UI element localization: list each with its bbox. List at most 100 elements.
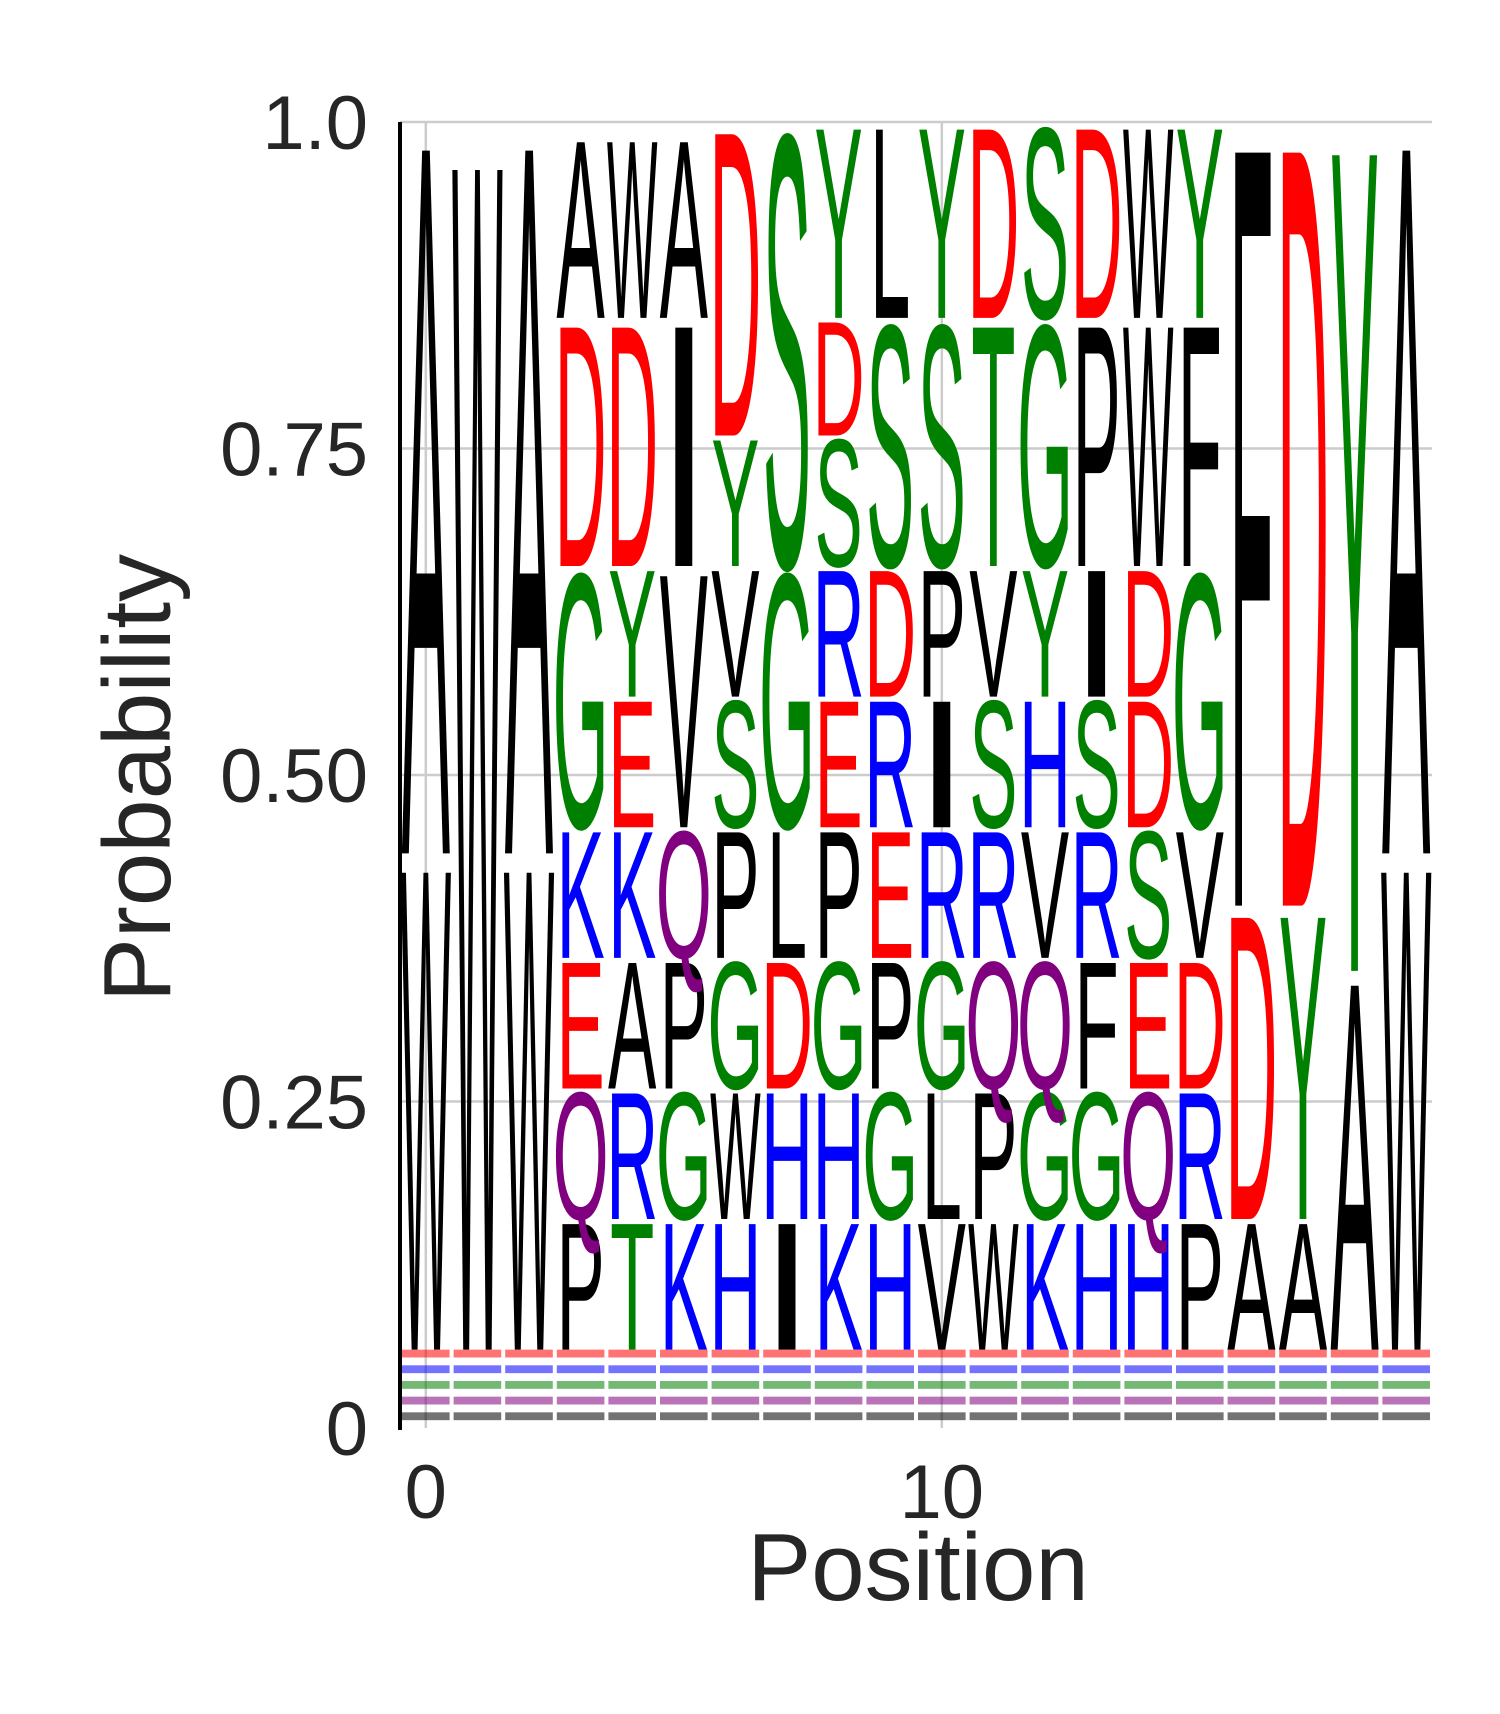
logo-fringe-mark	[1176, 1396, 1224, 1405]
logo-letter: P	[866, 924, 914, 1128]
logo-letter: P	[711, 793, 759, 997]
logo-fringe-mark	[1072, 1365, 1121, 1374]
logo-fringe-mark	[1124, 1365, 1172, 1374]
logo-letter: K	[608, 793, 656, 997]
logo-fringe-mark	[763, 1349, 811, 1358]
logo-letter: D	[813, 287, 865, 471]
logo-fringe-mark	[918, 1412, 966, 1421]
logo-fringe-mark	[1124, 1396, 1172, 1405]
logo-letter: R	[1071, 793, 1123, 997]
logo-fringe-mark	[453, 1396, 502, 1405]
logo-letter: V	[1021, 793, 1069, 997]
logo-letter: W	[452, 0, 503, 1714]
logo-letter: D	[555, 253, 607, 641]
logo-fringe-mark	[866, 1412, 914, 1421]
logo-letter: T	[971, 253, 1015, 641]
logo-letter: R	[864, 663, 916, 867]
logo-letter: S	[918, 253, 966, 641]
logo-fringe-mark	[814, 1412, 863, 1421]
logo-fringe-mark	[660, 1412, 708, 1421]
logo-letter: F	[1229, 0, 1273, 1138]
logo-fringe-mark	[1382, 1349, 1430, 1358]
logo-stacks: WA W WAPQEKGDATRAKEYDWKGPQVIAHWGPSVYDIHDLG…	[401, 0, 1432, 1714]
logo-fringe-mark	[1124, 1349, 1172, 1358]
logo-letter: S	[1021, 72, 1069, 377]
logo-letter: P	[660, 924, 708, 1128]
y-tick-label: 0	[326, 1387, 368, 1472]
logo-letter: E	[866, 793, 914, 997]
logo-fringe-mark	[1072, 1380, 1121, 1389]
logo-fringe-mark	[1021, 1349, 1069, 1358]
logo-letter: Q	[656, 793, 712, 997]
logo-fringe-mark	[608, 1365, 656, 1374]
logo-fringe-mark	[453, 1412, 502, 1421]
logo-fringe-mark	[608, 1349, 656, 1358]
logo-fringe-mark	[814, 1380, 863, 1389]
logo-fringe-mark	[1279, 1412, 1327, 1421]
logo-letter: H	[1019, 663, 1071, 867]
logo-fringe-mark	[1279, 1380, 1327, 1389]
logo-fringe-mark	[1021, 1380, 1069, 1389]
logo-fringe-mark	[969, 1412, 1018, 1421]
logo-letter: Y	[711, 402, 759, 606]
logo-letter: F	[1178, 253, 1222, 641]
logo-letter: R	[916, 793, 968, 997]
logo-letter: G	[811, 924, 867, 1128]
logo-letter: D	[1071, 72, 1123, 377]
logo-fringe-mark	[1176, 1380, 1224, 1389]
x-tick-label: 10	[900, 1450, 985, 1535]
logo-letter: I	[917, 662, 968, 866]
logo-letter: S	[1124, 793, 1172, 997]
logo-letter: S	[763, 4, 811, 698]
y-tick-label: 1.0	[262, 81, 368, 166]
logo-fringe-mark	[402, 1380, 450, 1389]
logo-fringe-mark	[1330, 1396, 1379, 1405]
logo-fringe-mark	[814, 1365, 863, 1374]
logo-letter: P	[1073, 253, 1121, 641]
logo-letter: D	[967, 72, 1019, 377]
logo-fringe-mark	[660, 1349, 708, 1358]
logo-letter: P	[815, 793, 863, 997]
logo-fringe-mark	[1382, 1365, 1430, 1374]
logo-letter: R	[606, 1055, 658, 1259]
y-axis-title: Probability	[84, 554, 191, 1002]
logo-letter: R	[1174, 1055, 1226, 1259]
logo-letter: D	[761, 924, 813, 1128]
logo-fringe-mark	[969, 1365, 1018, 1374]
logo-fringe-mark	[866, 1365, 914, 1374]
logo-fringe-mark	[608, 1412, 656, 1421]
logo-letter: D	[606, 253, 658, 641]
logo-fringe-mark	[1072, 1396, 1121, 1405]
logo-fringe-mark	[814, 1396, 863, 1405]
logo-fringe-mark	[402, 1412, 450, 1421]
logo-fringe-mark	[918, 1396, 966, 1405]
logo-fringe-mark	[1227, 1396, 1276, 1405]
logo-letter: H	[761, 1055, 813, 1259]
logo-fringe-mark	[1279, 1396, 1327, 1405]
logo-fringe-mark	[763, 1365, 811, 1374]
y-tick-label: 0.75	[220, 408, 368, 493]
logo-letter: Q	[553, 1055, 609, 1259]
logo-letter: I	[659, 252, 710, 640]
logo-letter: G	[707, 924, 763, 1128]
logo-letter: D	[1225, 824, 1277, 1312]
logo-fringe-mark	[505, 1349, 553, 1358]
axes: 0 0.25 0.50 0.75 1.0 0 10	[220, 81, 984, 1535]
logo-letter: V	[711, 532, 759, 736]
logo-letter: Q	[1120, 1055, 1176, 1259]
logo-fringe-mark	[711, 1412, 760, 1421]
logo-letter: P	[969, 1055, 1017, 1259]
logo-letter: Y	[918, 72, 966, 377]
logo-letter: Y	[1331, 0, 1379, 1222]
logo-letter: Y	[815, 72, 863, 377]
logo-fringe-mark	[1279, 1365, 1327, 1374]
logo-letter: Q	[1017, 924, 1073, 1128]
logo-letter: V	[1176, 793, 1224, 997]
logo-letter: G	[759, 497, 815, 905]
logo-letter: A	[557, 87, 605, 373]
logo-fringe-mark	[1124, 1380, 1172, 1389]
y-tick-label: 0.25	[220, 1061, 368, 1146]
logo-fringe-mark	[402, 1396, 450, 1405]
logo-fringe-mark	[1330, 1412, 1379, 1421]
